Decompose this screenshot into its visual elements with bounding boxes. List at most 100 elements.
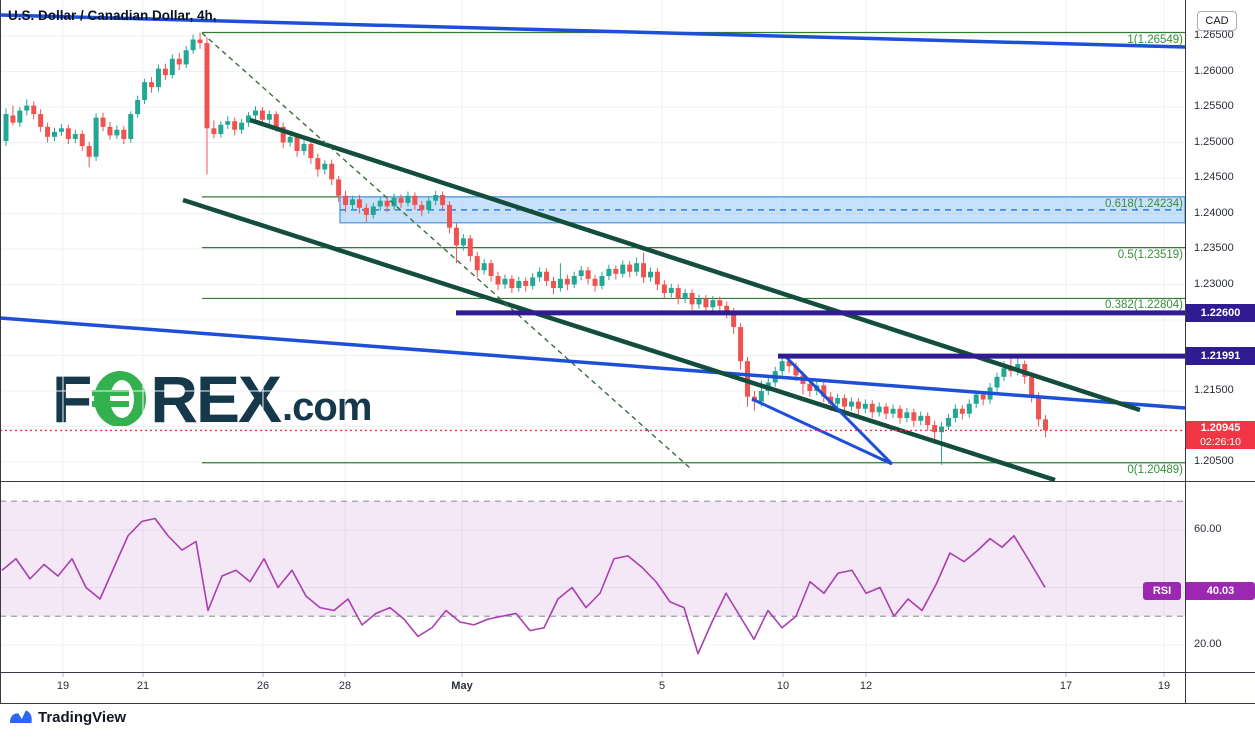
candle-body (703, 298, 709, 308)
candle-body (883, 406, 889, 414)
candle-body (821, 385, 827, 397)
candle-body (1036, 396, 1042, 420)
candle-body (945, 417, 951, 427)
candle-body (911, 412, 917, 421)
candle-body (613, 268, 619, 274)
candle-body (890, 408, 896, 414)
candle-body (710, 300, 716, 308)
candle-body (557, 278, 563, 289)
candle-body (571, 275, 577, 285)
candle-body (301, 143, 307, 152)
candle-body (668, 288, 674, 294)
candle-body (627, 264, 633, 272)
candle-body (779, 361, 785, 372)
candle-body (932, 425, 938, 433)
candle-body (467, 238, 473, 257)
candle-body (52, 131, 58, 137)
candle-body (647, 271, 653, 278)
candle-body (453, 227, 459, 246)
candle-body (100, 117, 106, 127)
candle-body (266, 114, 272, 120)
candle-body (412, 195, 418, 205)
rsi-line (1, 517, 1046, 655)
candle-body (842, 398, 848, 407)
candle-body (918, 415, 924, 421)
candle-body (862, 403, 868, 409)
fib-label-0618: 0.618(1.24234) (1104, 198, 1183, 210)
rsi-tick-label: 60.00 (1194, 523, 1222, 535)
candle-body (793, 366, 799, 376)
candle-body (114, 129, 120, 136)
candle-body (509, 278, 515, 289)
candle-body (38, 114, 44, 127)
dashed-diagonal-line (201, 32, 691, 469)
candle-body (460, 238, 466, 246)
time-axis-label: 17 (1059, 680, 1073, 692)
upper-resistance-trendline (0, 13, 1186, 49)
candle-body (1029, 376, 1035, 397)
rsi-tick-label: 20.00 (1194, 638, 1222, 650)
candle-body (939, 426, 945, 433)
candle-body (897, 408, 903, 418)
candle-body (578, 270, 584, 276)
rsi-indicator-badge: RSI (1143, 582, 1181, 600)
candle-body (904, 412, 910, 418)
candle-body (855, 401, 861, 409)
forex-logo-o-icon (92, 371, 147, 427)
candle-body (190, 39, 196, 51)
candle-body (79, 133, 85, 147)
candle-body (72, 133, 78, 139)
tradingview-label: TradingView (38, 708, 127, 726)
candle-body (356, 199, 362, 208)
candle-body (994, 376, 1000, 388)
price-tick-label: 1.20500 (1194, 455, 1234, 467)
candle-body (384, 200, 390, 207)
candle-body (1043, 419, 1048, 431)
candle-body (405, 195, 411, 203)
quote-currency-button[interactable]: CAD (1197, 11, 1237, 31)
fib-label-0382: 0.382(1.22804) (1104, 299, 1183, 311)
candle-body (869, 403, 875, 413)
candle-body (675, 288, 681, 299)
symbol-title[interactable]: U.S. Dollar / Canadian Dollar, 4h, (8, 8, 217, 23)
candle-body (620, 264, 626, 274)
candle-body (447, 204, 453, 228)
candle-body (142, 82, 148, 100)
candle-body (1015, 364, 1021, 372)
fib-label-1: 1(1.26549) (1127, 34, 1183, 46)
candle-body (370, 206, 376, 215)
candle-body (537, 271, 543, 278)
candle-body (280, 126, 286, 143)
candle-body (225, 121, 231, 125)
candle-body (350, 199, 355, 205)
price-tick-label: 1.23000 (1194, 277, 1234, 290)
candle-body (419, 204, 425, 210)
candle-body (682, 293, 688, 299)
mid-descending-trendline (0, 316, 1186, 410)
candle-body (516, 280, 522, 289)
time-axis-label: 26 (256, 680, 270, 692)
candle-body (169, 58, 175, 76)
forex-com-watermark: F REX .com (52, 366, 372, 432)
candle-body (1001, 368, 1007, 377)
price-tick-label: 1.25000 (1194, 135, 1234, 148)
candle-body (835, 398, 841, 404)
time-axis-label: 28 (338, 680, 352, 692)
tradingview-icon (9, 710, 32, 723)
candle-body (149, 82, 155, 88)
candle-body (128, 114, 134, 139)
tradingview-logo[interactable]: TradingView (8, 706, 126, 728)
candle-body (93, 117, 99, 157)
candle-body (197, 39, 203, 44)
candle-body (606, 268, 612, 276)
time-axis-label: 19 (56, 680, 70, 692)
candle-body (3, 114, 9, 142)
candle-body (391, 197, 397, 207)
channel-lower-line (182, 197, 1056, 483)
candle-body (592, 278, 598, 286)
time-axis[interactable]: 19 21 26 28 May 5 10 12 17 19 (0, 673, 1185, 703)
candle-body (45, 126, 51, 137)
candle-body (211, 128, 217, 134)
